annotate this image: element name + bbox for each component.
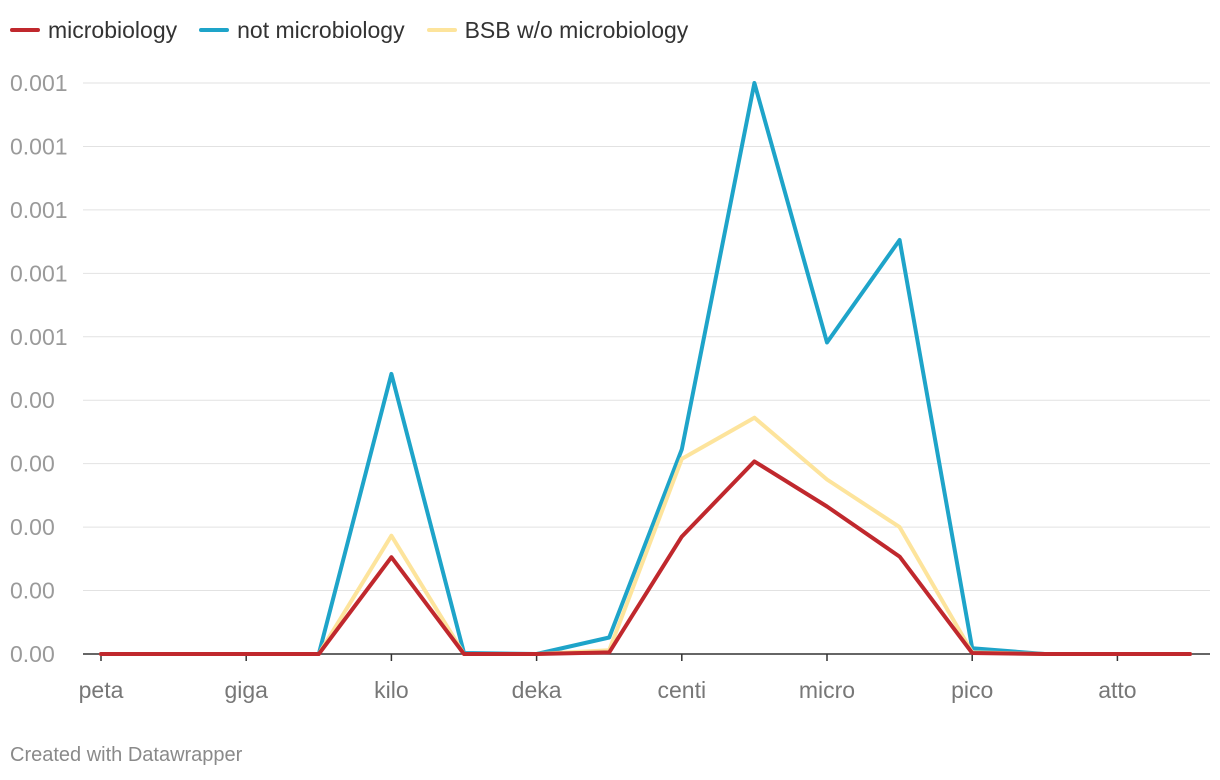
y-tick-label: 0.001 <box>10 133 68 159</box>
x-tick-label: centi <box>658 677 707 703</box>
y-tick-label: 0.00 <box>10 578 55 604</box>
y-tick-label: 0.00 <box>10 451 55 477</box>
legend-label: not microbiology <box>237 16 405 43</box>
legend-label: microbiology <box>48 16 178 43</box>
legend-item-microbiology[interactable]: microbiology <box>10 17 177 44</box>
series-lines <box>99 81 1192 656</box>
x-axis-ticks: peta giga kilo deka centi micro pico atto <box>79 654 1137 703</box>
x-tick-label: atto <box>1098 677 1136 703</box>
credit-text: Created with Datawrapper <box>10 744 243 766</box>
y-tick-label: 0.001 <box>10 197 68 223</box>
y-tick-label: 0.001 <box>10 260 68 286</box>
legend-item-not-microbiology[interactable]: not microbiology <box>199 16 405 44</box>
legend-swatch <box>426 28 457 32</box>
x-tick-label: micro <box>799 677 855 703</box>
legend-item-bsb-without-microbiology[interactable]: BSB w/o microbiology <box>426 16 689 44</box>
x-tick-label: kilo <box>374 677 409 703</box>
y-tick-label: 0.001 <box>10 324 68 350</box>
x-tick-label: deka <box>512 677 562 703</box>
x-tick-label: peta <box>79 677 124 703</box>
y-tick-label: 0.00 <box>10 387 55 413</box>
series-line-bsb-w-o-microbiology <box>99 415 1192 656</box>
grid-lines <box>83 82 1210 655</box>
legend-label: BSB w/o microbiology <box>464 16 689 43</box>
y-tick-label: 0.00 <box>10 641 55 667</box>
legend-swatch <box>10 28 40 32</box>
y-axis-ticks: 0.00 0.00 0.00 0.00 0.00 0.001 0.001 0.001 0.001… <box>10 70 68 667</box>
series-line-not-microbiology <box>99 81 1192 656</box>
legend-swatch <box>199 28 230 32</box>
legend: microbiology not microbiology BSB w/o mi… <box>10 14 710 46</box>
x-tick-label: giga <box>224 677 268 703</box>
y-tick-label: 0.00 <box>10 514 55 540</box>
y-tick-label: 0.001 <box>10 70 68 96</box>
series-line-microbiology <box>99 459 1192 656</box>
x-tick-label: pico <box>951 677 993 703</box>
